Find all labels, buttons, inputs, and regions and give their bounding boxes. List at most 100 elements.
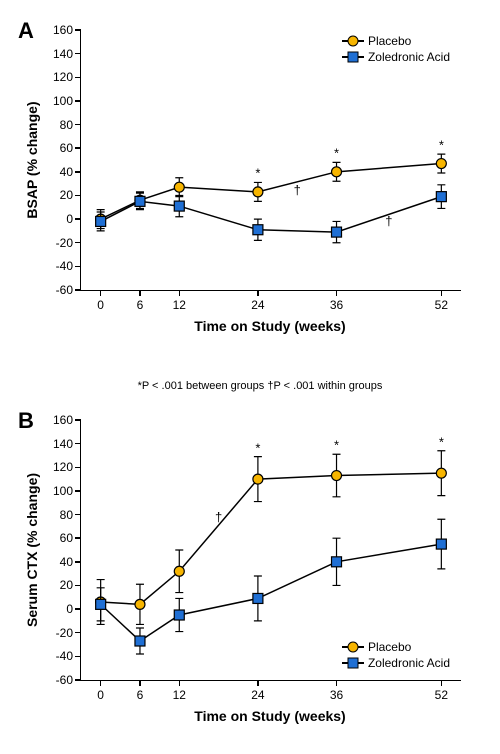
x-tick-label: 24 — [251, 688, 264, 702]
x-tick — [441, 680, 443, 686]
x-tick-label: 52 — [435, 688, 448, 702]
x-tick — [179, 680, 181, 686]
data-marker — [135, 636, 145, 646]
significance-marker: * — [255, 166, 260, 181]
legend-marker-icon — [347, 658, 358, 669]
series-svg — [81, 30, 461, 290]
x-tick — [179, 290, 181, 296]
data-marker — [253, 225, 263, 235]
y-axis-label: BSAP (% change) — [24, 101, 40, 218]
x-tick-label: 6 — [137, 298, 144, 312]
y-tick-label: 20 — [60, 188, 73, 202]
y-tick-label: -40 — [56, 259, 73, 273]
series-line — [101, 544, 442, 641]
y-tick-label: 60 — [60, 531, 73, 545]
y-tick-label: 100 — [53, 94, 73, 108]
x-tick — [257, 290, 259, 296]
y-tick-label: -20 — [56, 236, 73, 250]
y-tick-label: 120 — [53, 70, 73, 84]
y-tick-label: 120 — [53, 460, 73, 474]
legend-line — [342, 40, 364, 42]
y-tick-label: 60 — [60, 141, 73, 155]
legend-label: Placebo — [368, 640, 411, 654]
x-tick — [257, 680, 259, 686]
data-marker — [174, 182, 184, 192]
data-marker — [174, 610, 184, 620]
panel-label: B — [18, 408, 34, 434]
legend-line — [342, 646, 364, 648]
significance-marker: † — [294, 182, 301, 197]
legend-label: Zoledronic Acid — [368, 50, 450, 64]
x-tick-label: 24 — [251, 298, 264, 312]
x-tick — [441, 290, 443, 296]
legend-marker-icon — [347, 36, 358, 47]
data-marker — [253, 593, 263, 603]
significance-marker: † — [385, 214, 392, 229]
significance-marker: * — [439, 434, 444, 449]
significance-marker: * — [255, 440, 260, 455]
x-tick — [139, 290, 141, 296]
x-tick-label: 0 — [97, 298, 104, 312]
data-marker — [135, 196, 145, 206]
series-line — [101, 164, 442, 220]
legend-item: Zoledronic Acid — [342, 50, 450, 64]
y-axis-label: Serum CTX (% change) — [24, 473, 40, 627]
data-marker — [332, 471, 342, 481]
legend-label: Placebo — [368, 34, 411, 48]
data-marker — [174, 566, 184, 576]
significance-marker: * — [334, 146, 339, 161]
x-tick-label: 12 — [173, 298, 186, 312]
significance-marker: † — [215, 509, 222, 524]
legend: Placebo Zoledronic Acid — [342, 640, 450, 672]
plot-area: -60-40-200204060801001201401600612243652… — [80, 30, 461, 291]
x-tick-label: 36 — [330, 688, 343, 702]
x-tick — [139, 680, 141, 686]
x-axis-label: Time on Study (weeks) — [194, 318, 345, 334]
data-marker — [332, 227, 342, 237]
y-tick-label: 160 — [53, 413, 73, 427]
y-tick-label: 140 — [53, 47, 73, 61]
data-marker — [96, 216, 106, 226]
y-tick-label: 80 — [60, 118, 73, 132]
y-tick-label: 40 — [60, 555, 73, 569]
y-tick-label: 40 — [60, 165, 73, 179]
y-tick-label: 0 — [66, 602, 73, 616]
data-marker — [332, 167, 342, 177]
data-marker — [436, 159, 446, 169]
data-marker — [96, 599, 106, 609]
legend-marker-icon — [347, 52, 358, 63]
data-marker — [135, 599, 145, 609]
data-marker — [253, 187, 263, 197]
significance-marker: * — [439, 138, 444, 153]
x-tick-label: 0 — [97, 688, 104, 702]
legend-line — [342, 662, 364, 664]
legend: Placebo Zoledronic Acid — [342, 34, 450, 66]
y-tick-label: -60 — [56, 673, 73, 687]
legend-label: Zoledronic Acid — [368, 656, 450, 670]
caption: *P < .001 between groups †P < .001 withi… — [138, 380, 383, 392]
y-tick-label: -60 — [56, 283, 73, 297]
data-marker — [436, 192, 446, 202]
legend-line — [342, 56, 364, 58]
x-tick — [336, 290, 338, 296]
data-marker — [436, 539, 446, 549]
legend-marker-icon — [347, 642, 358, 653]
y-tick-label: -40 — [56, 649, 73, 663]
y-tick-label: 140 — [53, 437, 73, 451]
x-axis-label: Time on Study (weeks) — [194, 708, 345, 724]
data-marker — [436, 468, 446, 478]
legend-item: Placebo — [342, 34, 450, 48]
x-tick-label: 52 — [435, 298, 448, 312]
x-tick-label: 12 — [173, 688, 186, 702]
y-tick-label: -20 — [56, 626, 73, 640]
data-marker — [174, 201, 184, 211]
y-tick-label: 160 — [53, 23, 73, 37]
x-tick-label: 36 — [330, 298, 343, 312]
x-tick — [100, 290, 102, 296]
x-tick — [100, 680, 102, 686]
x-tick-label: 6 — [137, 688, 144, 702]
y-tick-label: 100 — [53, 484, 73, 498]
x-tick — [336, 680, 338, 686]
figure-root: A-60-40-20020406080100120140160061224365… — [0, 0, 500, 754]
y-tick-label: 80 — [60, 508, 73, 522]
